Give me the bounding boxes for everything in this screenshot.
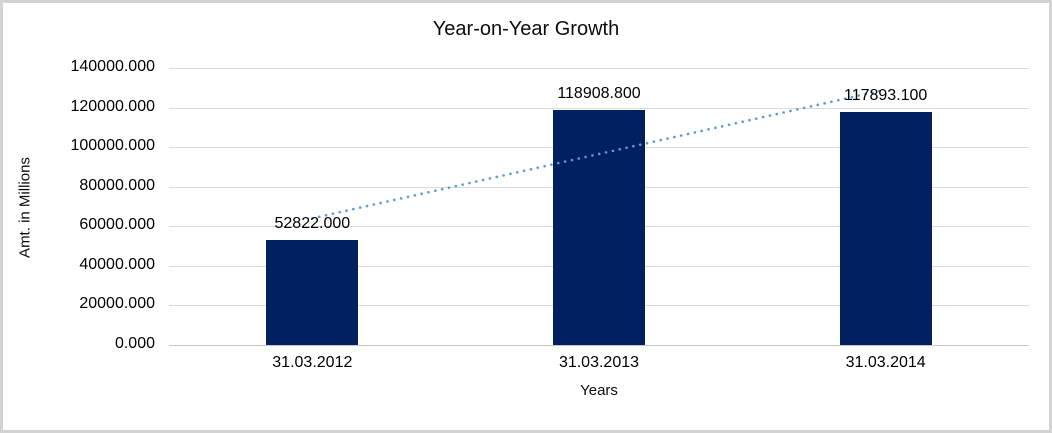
y-tick-label: 120000.000 [70,97,155,115]
chart-title: Year-on-Year Growth [432,18,620,40]
bar-value-label: 117893.100 [843,86,928,104]
x-tick-label: 31.03.2013 [558,354,640,371]
bar-value-label: 118908.800 [557,84,641,102]
bar-value-label: 52822.000 [274,215,351,233]
x-tick-label: 31.03.2014 [845,354,926,371]
y-tick-label: 100000.000 [70,137,155,155]
y-tick-label: 20000.000 [79,295,155,313]
y-tick-label: 60000.000 [79,216,155,234]
x-tick-label: 31.03.2012 [272,354,353,371]
gridline [169,107,1029,109]
y-axis-title: Amt. in Millions [16,157,34,258]
bar [266,240,359,345]
y-tick-label: 0.000 [114,335,155,352]
x-axis-title: Years [580,382,618,399]
bar [553,109,645,345]
y-tick-label: 140000.000 [70,58,155,75]
y-tick-label: 80000.000 [79,176,155,194]
bar [839,111,932,345]
y-tick-label: 40000.000 [79,255,155,273]
gridline [169,68,1029,69]
x-axis-line [169,345,1029,346]
